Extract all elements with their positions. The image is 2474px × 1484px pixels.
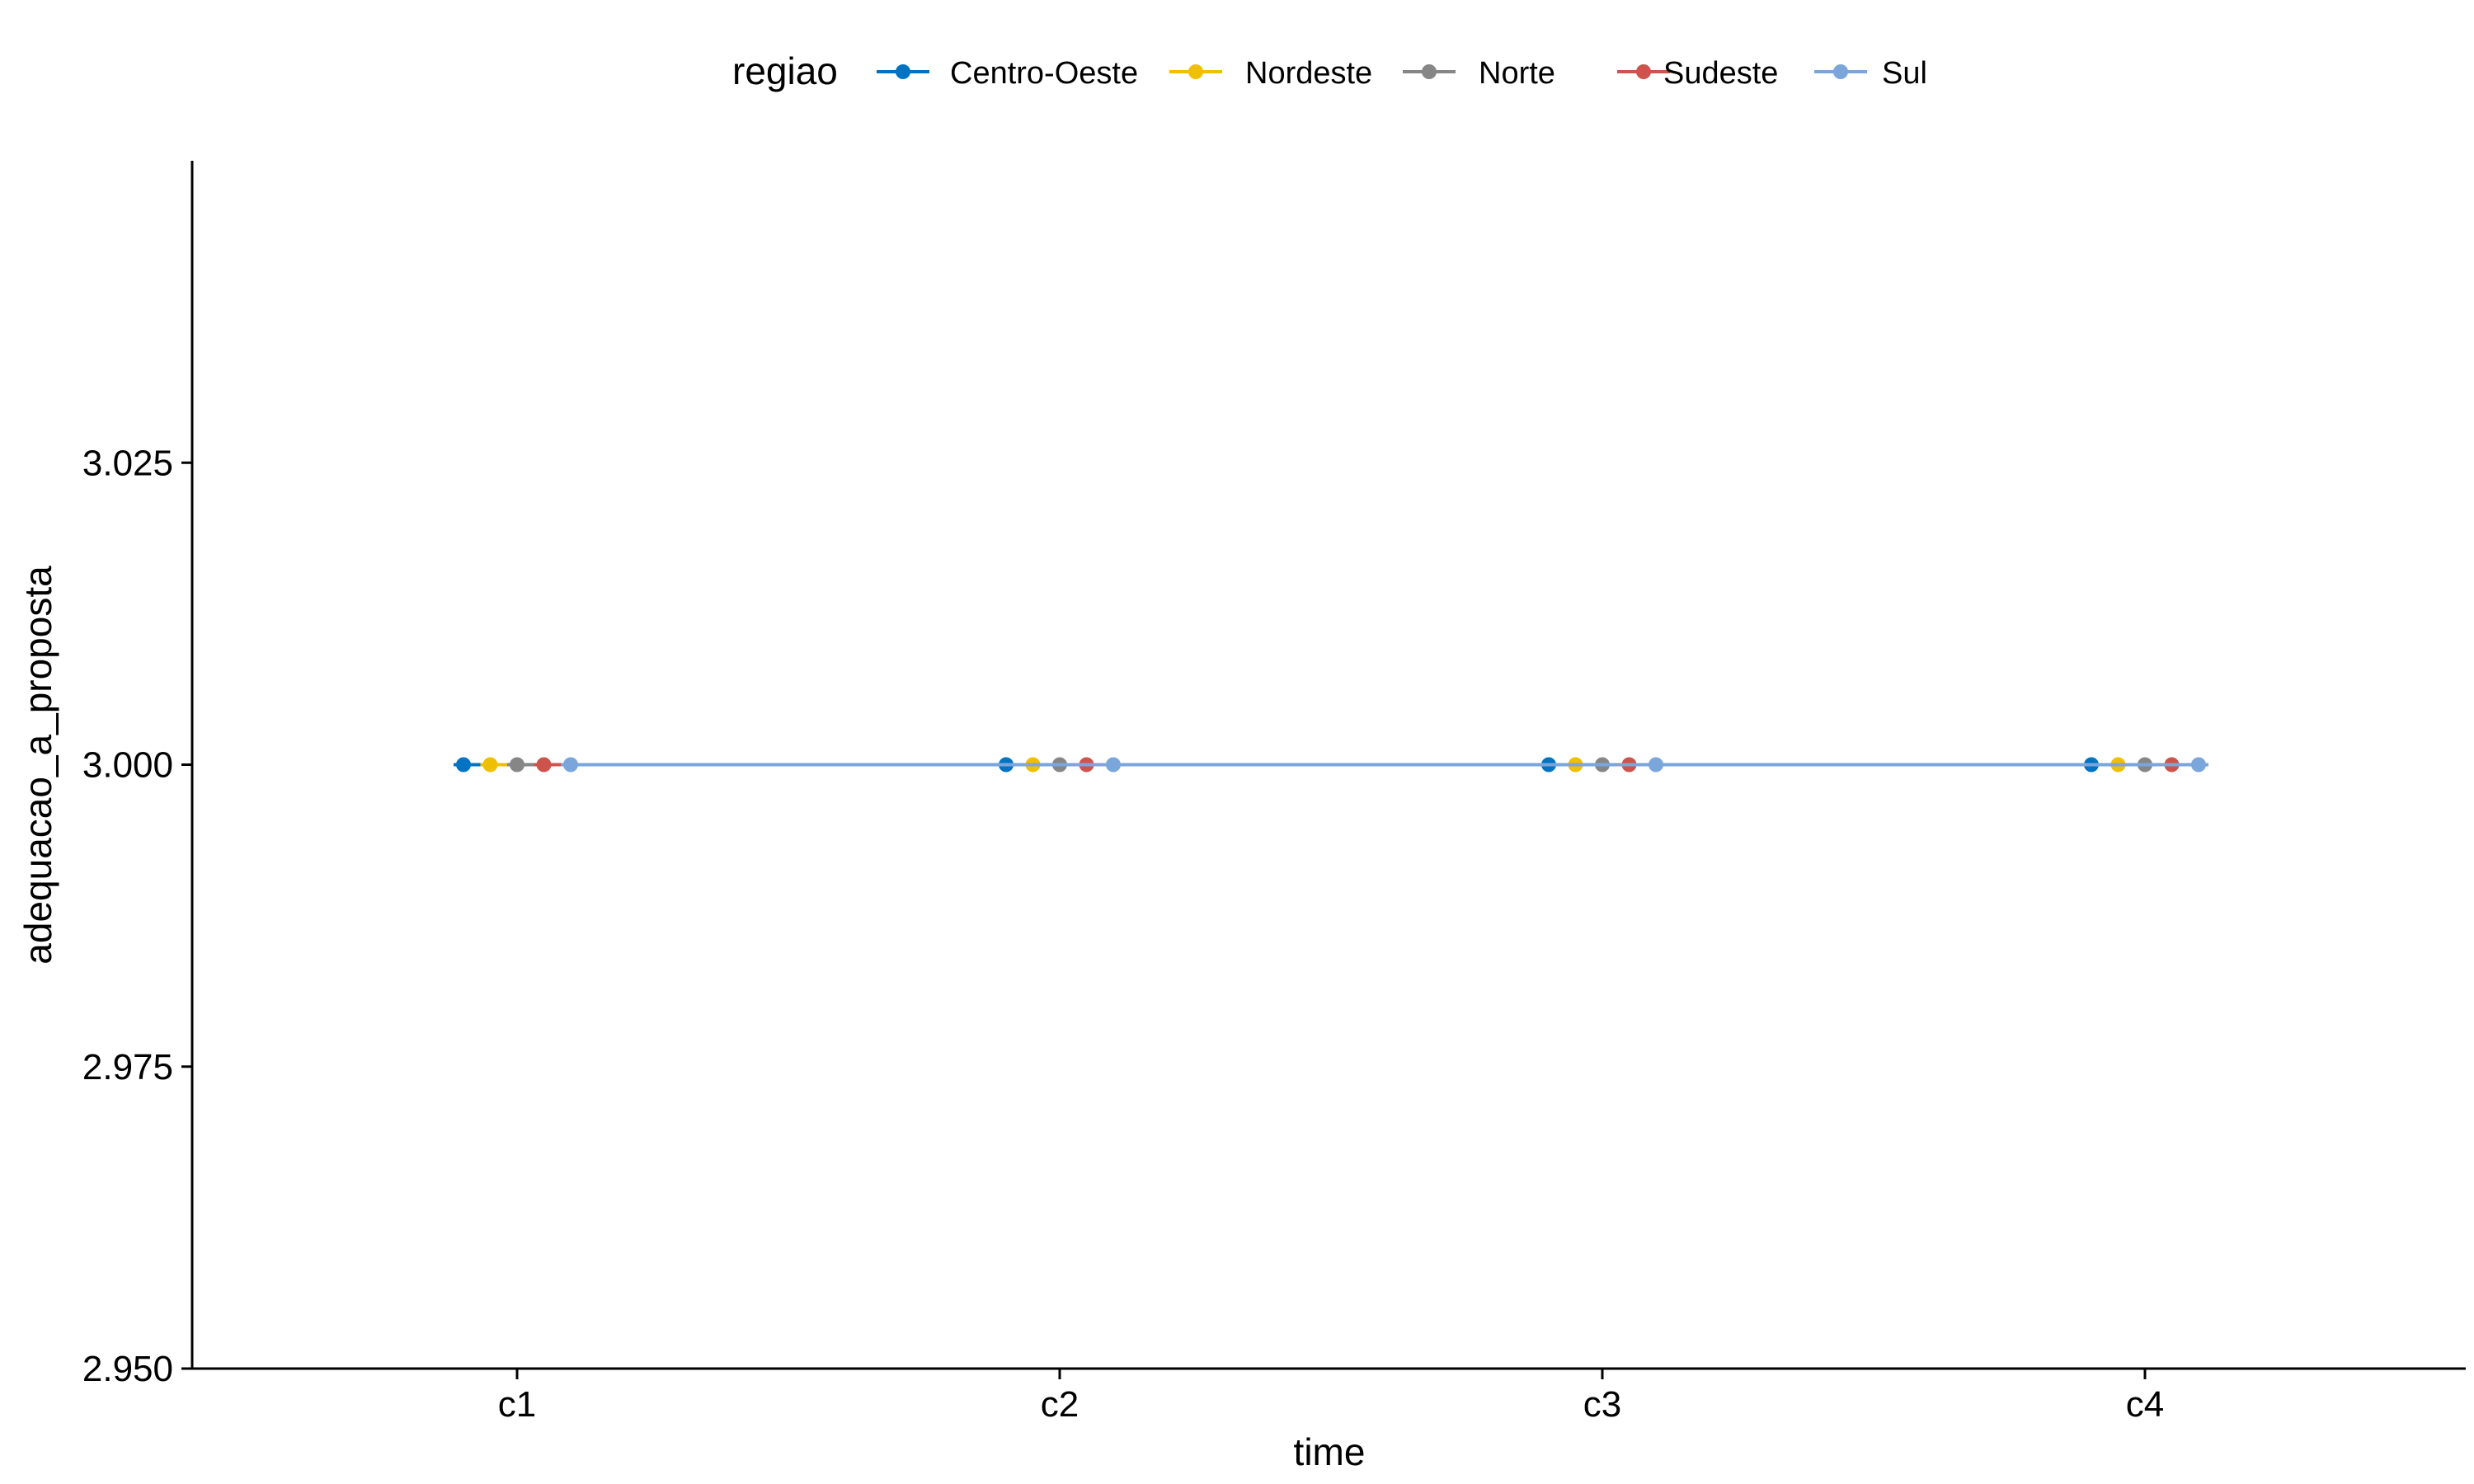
legend-label: Sul [1882,56,1927,91]
data-point [1106,757,1121,773]
y-axis-title: adequacao_a_proposta [16,566,59,965]
legend-key-point [896,64,910,79]
y-tick-label: 2.950 [82,1349,173,1389]
data-point [2191,757,2206,773]
x-tick-label: c3 [1583,1384,1621,1425]
y-tick-label: 3.025 [82,443,173,483]
legend-key-point [1636,64,1651,79]
legend-item: Norte [1403,56,1555,91]
legend-label: Centro-Oeste [950,56,1138,91]
legend-key-point [1422,64,1437,79]
data-point [563,757,578,773]
data-point [1649,757,1663,773]
legend-label: Nordeste [1245,56,1372,91]
x-axis-title: time [1294,1430,1366,1473]
legend-item: Nordeste [1169,56,1372,91]
legend-key-point [1188,64,1203,79]
legend-title: regiao [732,49,838,92]
legend-label: Sudeste [1663,56,1778,91]
x-tick-label: c2 [1041,1384,1079,1425]
data-point [510,757,524,773]
legend-key-point [1833,64,1848,79]
legend-item: Sul [1814,56,1927,91]
x-tick-label: c1 [498,1384,536,1425]
legend-item: Sudeste [1617,56,1778,91]
y-tick-label: 3.000 [82,745,173,786]
legend-item: Centro-Oeste [877,56,1138,91]
legend: regiao Centro-Oeste Nordeste Norte Sudeste S… [732,49,1927,92]
series-sul [561,757,2208,773]
y-tick-label: 2.975 [82,1047,173,1087]
data-point [482,757,498,773]
plot-area: 2.950 2.975 3.000 3.025 c1 c2 c3 c4 [82,161,2466,1425]
legend-label: Norte [1479,56,1555,91]
data-point [536,757,552,773]
x-tick-label: c4 [2126,1384,2164,1425]
data-point [456,757,471,773]
